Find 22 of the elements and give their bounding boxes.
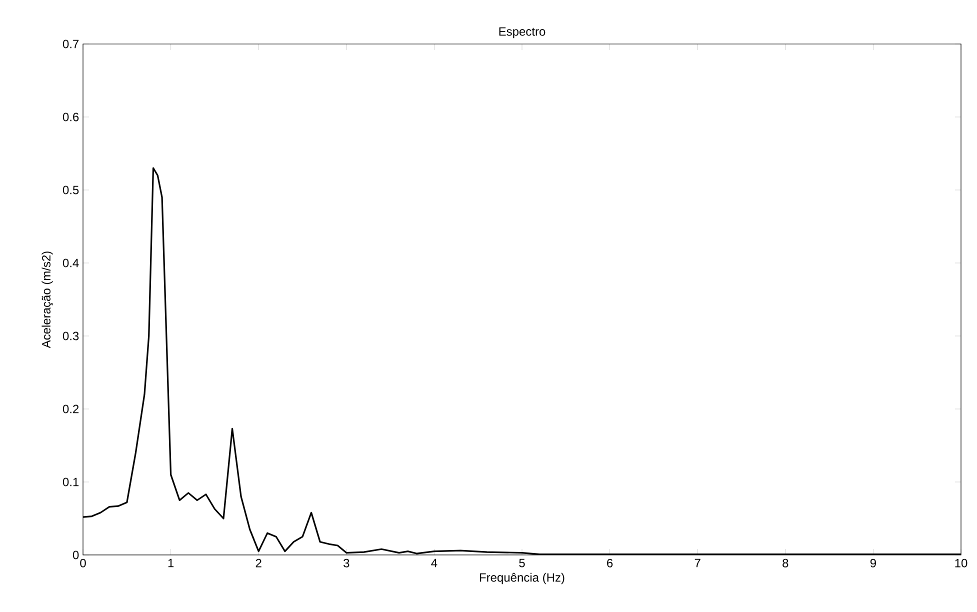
y-tick-label: 0.2 (62, 404, 79, 414)
y-axis-title: Aceleração (m/s2) (42, 252, 53, 348)
y-tick-label: 0.4 (62, 258, 79, 268)
x-tick-label: 3 (344, 558, 350, 568)
chart-title: Espectro (499, 27, 546, 38)
x-tick-label: 5 (519, 558, 525, 568)
x-tick-label: 4 (431, 558, 438, 568)
x-tick-label: 1 (168, 558, 174, 568)
x-tick-label: 9 (870, 558, 876, 568)
x-tick-label: 7 (694, 558, 700, 568)
x-axis-title: Frequência (Hz) (480, 572, 564, 584)
x-tick-label: 10 (955, 558, 968, 568)
y-tick-label: 0.5 (62, 186, 79, 194)
y-tick-label: 0.1 (62, 478, 79, 486)
x-tick-label: 8 (782, 558, 788, 568)
x-tick-label: 2 (256, 558, 262, 568)
x-tick-label: 0 (80, 558, 86, 568)
y-tick-label: 0.3 (62, 332, 79, 340)
y-tick-label: 0 (72, 550, 79, 560)
y-tick-label: 0.6 (62, 112, 79, 122)
x-tick-label: 6 (607, 558, 613, 568)
y-tick-label: 0.7 (62, 40, 79, 48)
